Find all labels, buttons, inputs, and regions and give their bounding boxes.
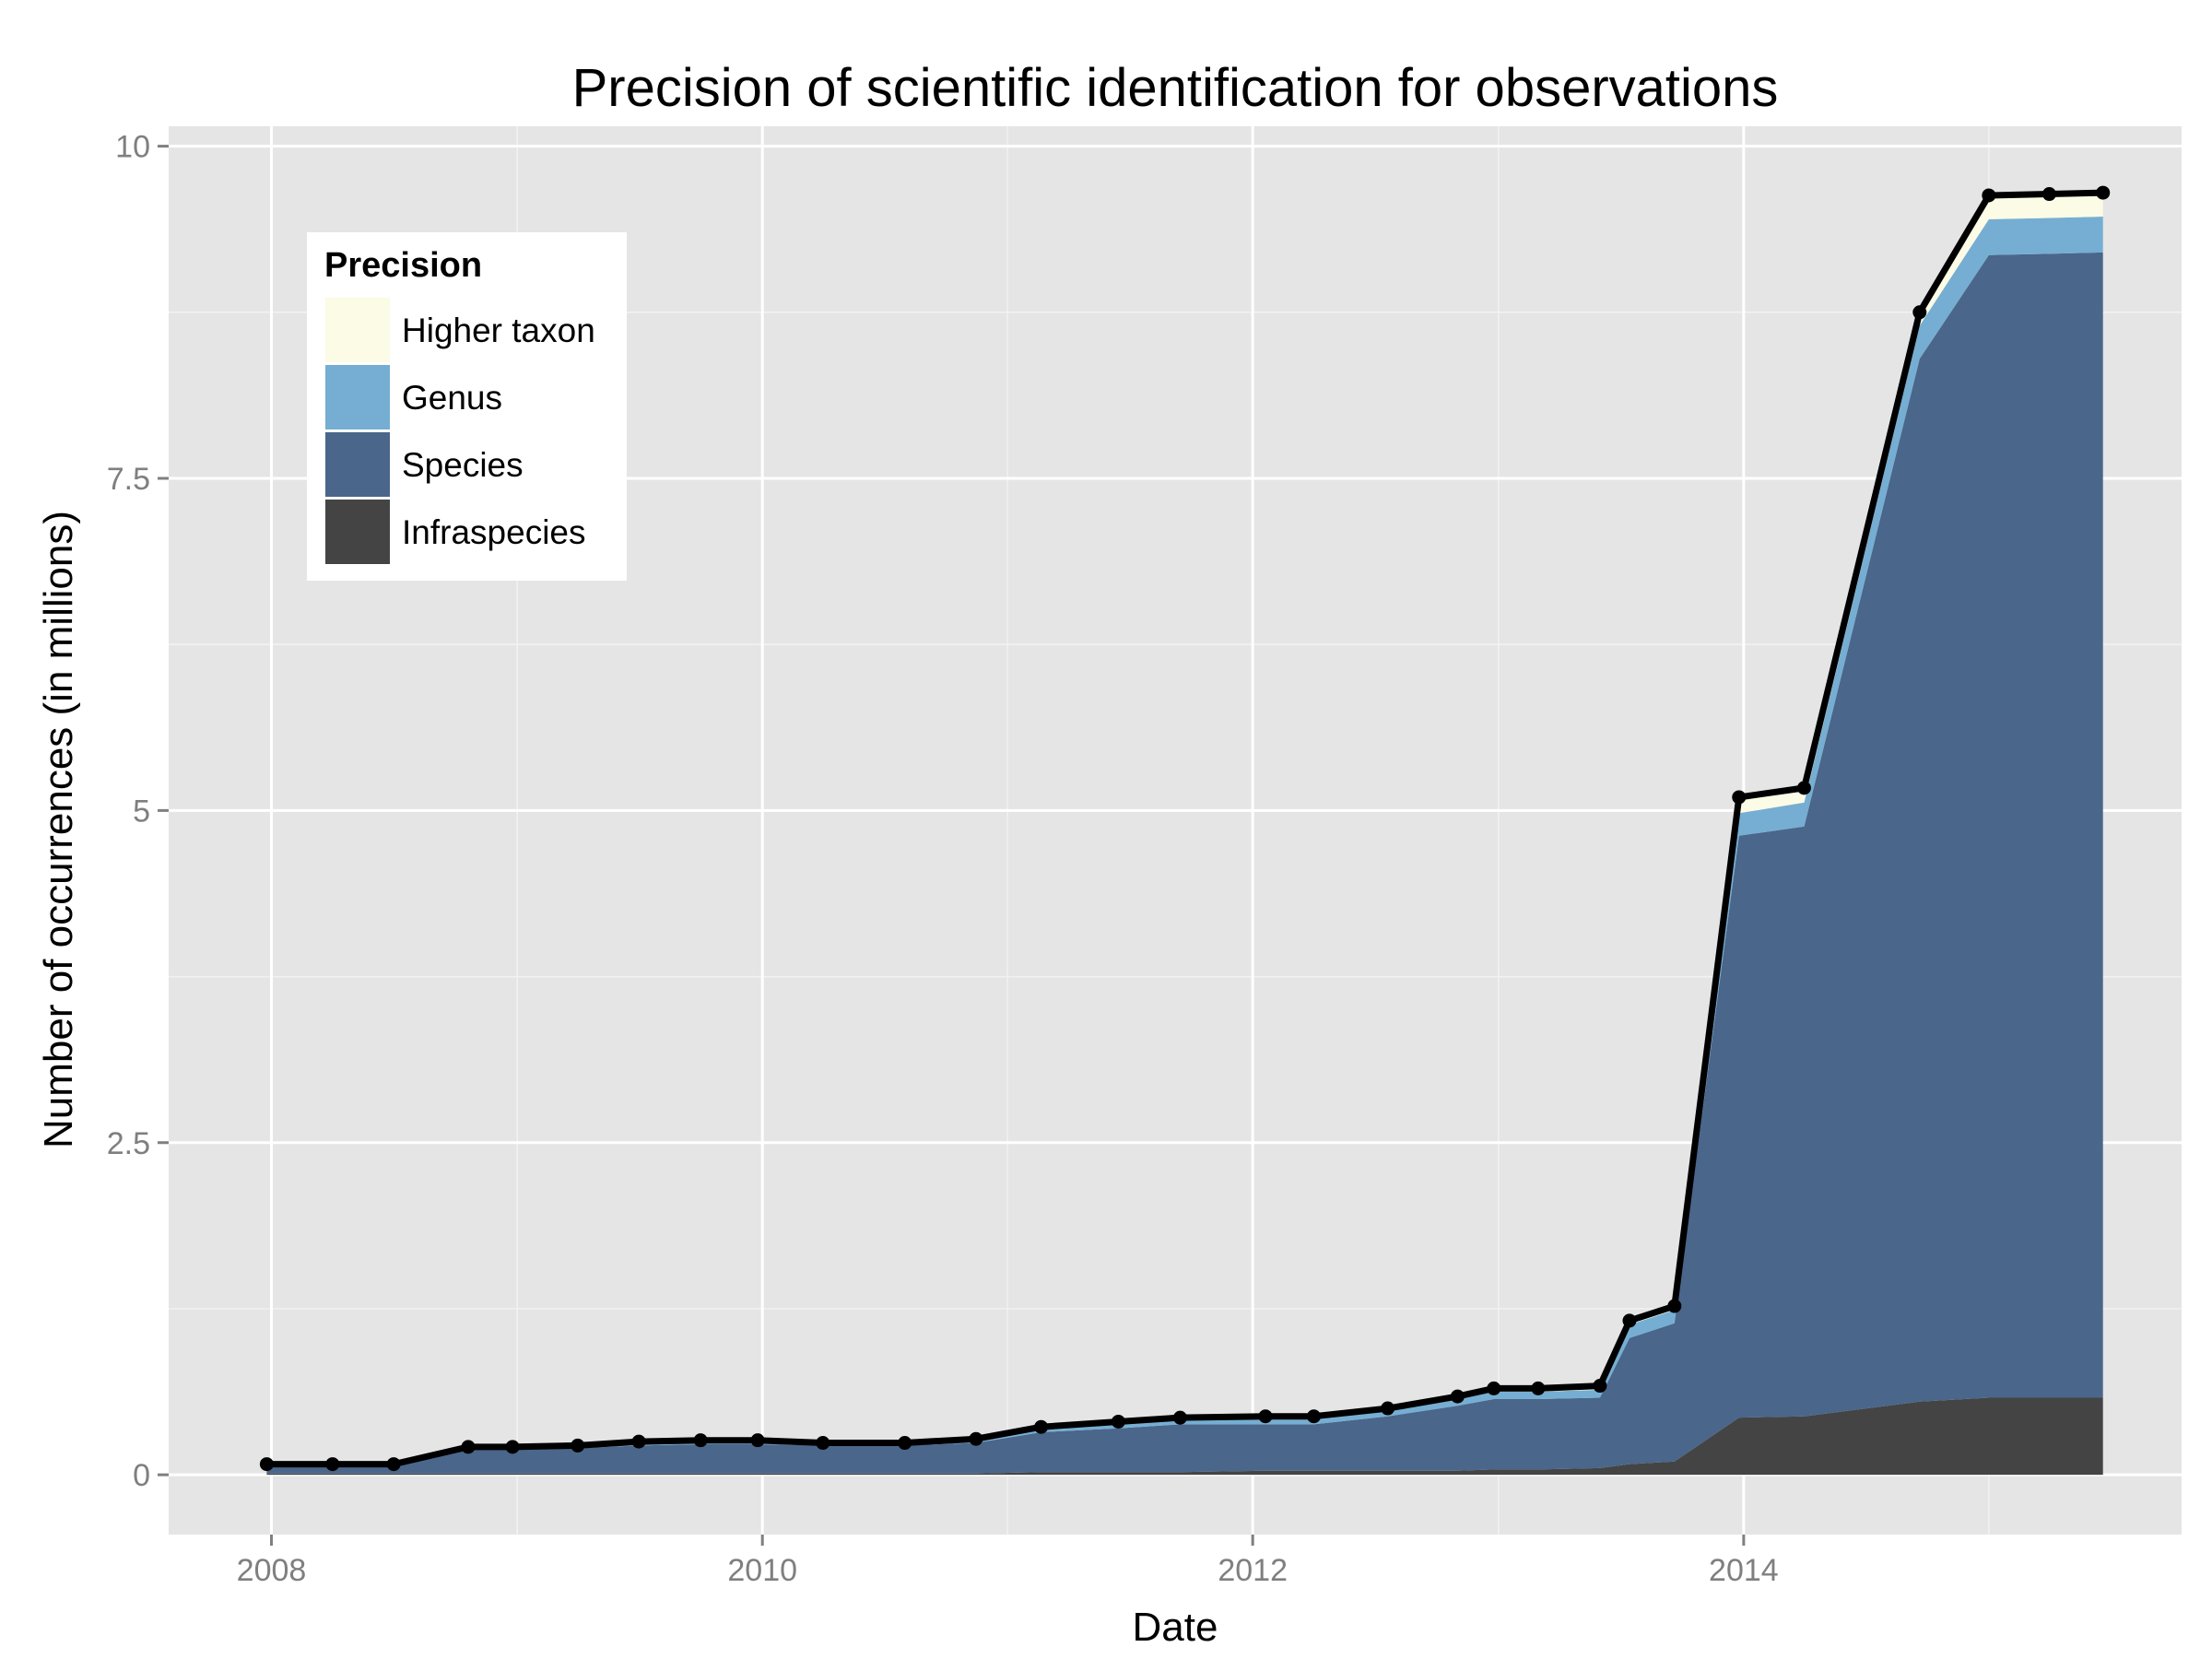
total-point (1381, 1401, 1395, 1416)
legend-key-infraspecies (324, 498, 392, 566)
area-infraspecies (266, 1397, 2103, 1476)
total-point (461, 1440, 476, 1454)
y-tick-label: 0 (133, 1458, 150, 1493)
total-point (750, 1433, 765, 1448)
legend-key-genus (324, 363, 392, 431)
total-point (1622, 1313, 1637, 1328)
x-tick-label: 2008 (237, 1553, 307, 1588)
y-tick-label: 2.5 (107, 1126, 150, 1161)
legend-key-species (324, 430, 392, 499)
legend-label-genus: Genus (402, 379, 502, 417)
y-axis: 0 2.5 5 7.5 10 (107, 130, 169, 1493)
total-point (969, 1431, 983, 1446)
total-line-group (266, 189, 2103, 1468)
total-point (1531, 1381, 1546, 1395)
total-point (259, 1457, 274, 1472)
total-point (2096, 185, 2111, 200)
total-point (1912, 305, 1927, 320)
x-tick-label: 2014 (1709, 1553, 1779, 1588)
y-tick-label: 10 (115, 130, 150, 165)
total-point (1111, 1414, 1125, 1429)
total-line (266, 189, 2103, 1468)
total-point (1982, 188, 1996, 203)
area-species (266, 252, 2103, 1474)
legend-label-species: Species (402, 446, 524, 484)
total-point (1732, 790, 1747, 805)
total-point (1306, 1409, 1321, 1424)
total-point (1487, 1381, 1501, 1395)
legend-label-infraspecies: Infraspecies (402, 513, 586, 551)
total-point (325, 1457, 340, 1472)
total-point (1172, 1410, 1187, 1425)
total-point (1667, 1299, 1682, 1313)
x-tick-label: 2010 (727, 1553, 797, 1588)
x-axis: 2008 2010 2012 2014 (237, 1535, 1779, 1588)
total-point (2041, 187, 2056, 202)
legend-items: Higher taxon Genus Species Infraspecies (324, 296, 595, 566)
legend-key-higher-taxon (324, 296, 392, 364)
x-tick-label: 2012 (1218, 1553, 1288, 1588)
legend-label-higher-taxon: Higher taxon (402, 312, 595, 349)
total-point (898, 1436, 912, 1451)
total-point (505, 1440, 520, 1454)
x-axis-label: Date (1133, 1605, 1218, 1650)
total-point (1593, 1379, 1607, 1394)
y-tick-label: 5 (133, 794, 150, 829)
total-point (693, 1433, 708, 1448)
total-point (1450, 1389, 1465, 1404)
total-points (259, 185, 2111, 1472)
legend-title: Precision (324, 246, 482, 285)
y-tick-label: 7.5 (107, 462, 150, 497)
total-point (816, 1436, 830, 1451)
total-point (1796, 781, 1811, 795)
chart-title: Precision of scientific identification f… (572, 58, 1779, 118)
y-axis-label: Number of occurrences (in millions) (36, 511, 81, 1148)
total-point (1258, 1409, 1273, 1424)
legend: Precision Higher taxon Genus Species Infras… (307, 232, 627, 581)
total-point (386, 1457, 401, 1472)
total-point (1034, 1419, 1049, 1434)
total-point (631, 1434, 646, 1449)
total-point (571, 1438, 585, 1453)
